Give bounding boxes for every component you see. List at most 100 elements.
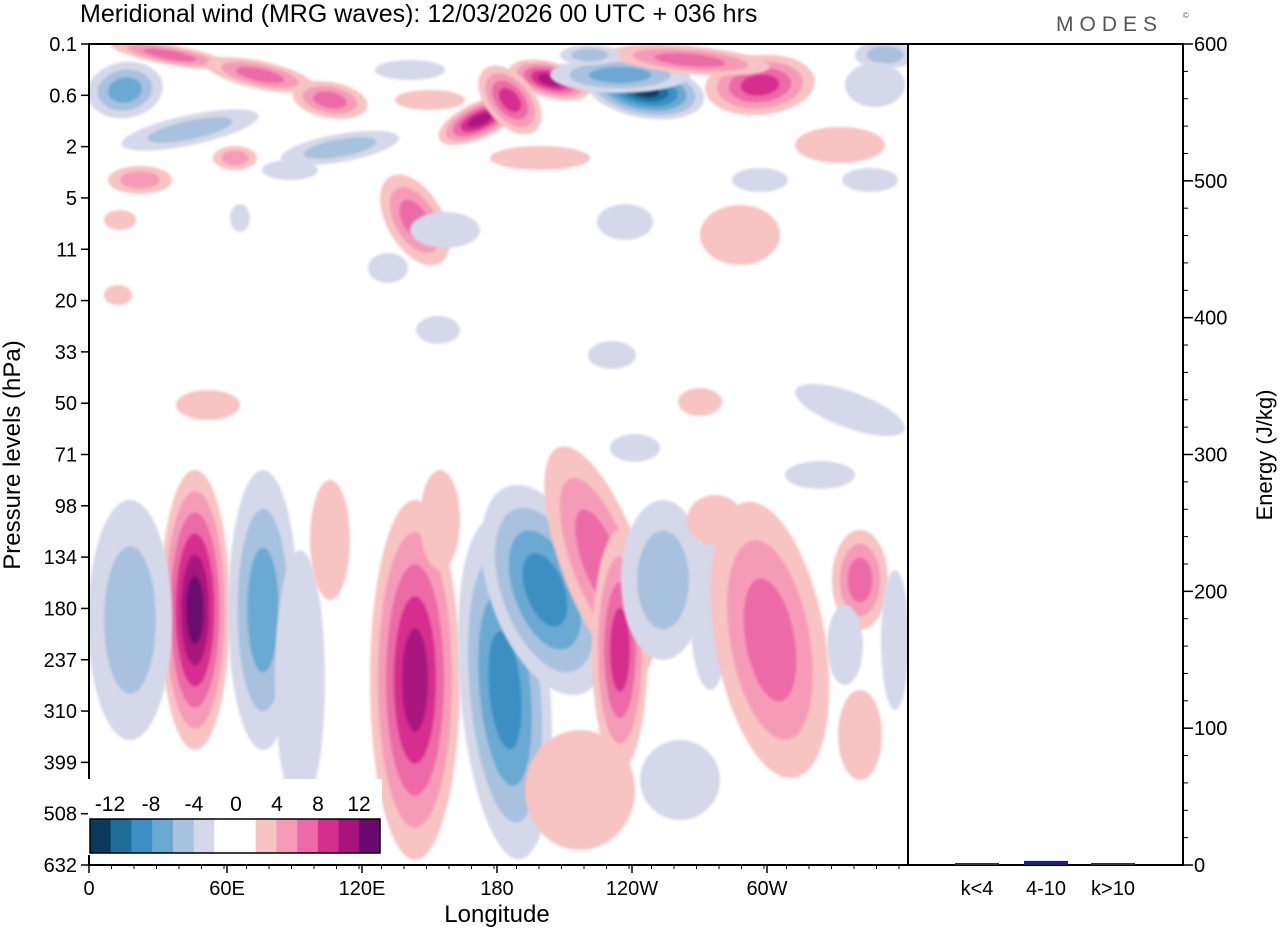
contour-cell <box>610 44 770 76</box>
contour-level <box>597 204 653 240</box>
contour-level <box>375 60 445 80</box>
y-tick-label: 399 <box>44 752 77 774</box>
y-tick-label: 98 <box>55 496 77 518</box>
contour-cell <box>842 168 898 192</box>
contour-level <box>571 48 609 62</box>
colorbar-frame <box>89 818 381 854</box>
contour-level <box>522 553 568 627</box>
contour-level <box>247 547 279 673</box>
contour-level <box>108 77 142 103</box>
energy-bar <box>1024 860 1068 865</box>
contour-level <box>654 53 726 67</box>
colorbar-swatch <box>90 819 112 853</box>
contour-level <box>881 570 908 710</box>
contour-cell <box>395 90 465 110</box>
brand-text: MODES <box>1056 13 1163 36</box>
contour-cell <box>89 500 172 740</box>
contour-level <box>120 171 160 189</box>
energy-bar <box>1091 863 1135 865</box>
contour-level <box>104 546 156 694</box>
contour-level <box>310 480 350 600</box>
contour-field <box>89 44 908 860</box>
colorbar-swatch <box>172 819 195 853</box>
energy-axis-label: Energy (J/kg) <box>1252 390 1277 521</box>
energy-panel-frame <box>907 43 1184 866</box>
contour-cell <box>410 212 480 248</box>
contour-cell <box>525 730 635 850</box>
contour-cell <box>262 160 318 180</box>
colorbar-swatch <box>359 819 381 853</box>
colorbar-swatch <box>338 819 360 853</box>
contour-level <box>490 146 590 170</box>
contour-level <box>610 434 660 462</box>
contour-cell <box>370 500 460 860</box>
contour-level <box>525 730 635 850</box>
contour-level <box>700 205 780 265</box>
x-tick-label: 60E <box>209 878 245 900</box>
colorbar-label: 8 <box>312 793 324 816</box>
contour-level <box>420 470 460 570</box>
energy-tick-label: 100 <box>1194 718 1227 740</box>
y-tick-label: 33 <box>55 342 77 364</box>
contour-level <box>866 46 904 64</box>
contour-level <box>468 112 492 128</box>
contour-cell <box>280 130 400 166</box>
contour-level <box>410 212 480 248</box>
contour-level <box>640 740 720 820</box>
x-tick-label: 0 <box>83 878 94 900</box>
longitude-axis: 0 60E 120E 180 120W 60W <box>83 865 900 900</box>
x-tick-label: 180 <box>480 878 513 900</box>
contour-level <box>221 150 249 166</box>
contour-cell <box>121 109 259 151</box>
colorbar-swatch <box>297 819 319 853</box>
contour-cell <box>597 204 653 240</box>
contour-cell <box>478 65 542 135</box>
contour-level <box>143 48 197 62</box>
contour-level <box>104 285 132 305</box>
energy-tick-label: 500 <box>1194 171 1227 193</box>
colorbar-swatch <box>214 819 236 853</box>
y-axis-label: Pressure levels (hPa) <box>0 340 26 569</box>
contour-cell <box>795 383 905 437</box>
energy-tick-label: 200 <box>1194 581 1227 603</box>
brand-mark: © <box>1183 11 1189 20</box>
contour-cell <box>230 204 250 232</box>
colorbar-swatch <box>152 819 174 853</box>
y-tick-label: 632 <box>44 855 77 877</box>
contour-cell <box>678 388 722 416</box>
energy-bar <box>955 863 999 865</box>
y-tick-label: 71 <box>55 445 77 467</box>
contour-level <box>610 608 630 692</box>
contour-level <box>827 605 863 685</box>
contour-cell <box>104 210 136 230</box>
contour-level <box>395 90 465 110</box>
contour-level <box>368 253 408 283</box>
contour-cell <box>592 530 648 770</box>
energy-tick-label: 600 <box>1194 34 1227 56</box>
contour-cell <box>640 740 720 820</box>
contour-level <box>678 388 722 416</box>
contour-cell <box>795 127 885 163</box>
colorbar-swatch <box>131 819 153 853</box>
contour-cell <box>213 146 257 170</box>
contour-level <box>588 341 636 369</box>
contour-cell <box>176 390 240 420</box>
x-tick-label: 60W <box>746 878 787 900</box>
chart-title: Meridional wind (MRG waves): 12/03/2026 … <box>80 0 757 28</box>
y-tick-label: 0.1 <box>49 34 77 56</box>
contour-level <box>147 117 233 143</box>
contour-level <box>785 461 855 489</box>
colorbar-swatch <box>276 819 298 853</box>
colorbar-swatch <box>193 819 215 853</box>
colorbar-label: 0 <box>230 793 242 816</box>
contour-cell <box>89 61 163 119</box>
energy-category-label: 4-10 <box>1026 878 1066 900</box>
contour-level <box>402 628 428 732</box>
contour-level <box>262 160 318 180</box>
contour-cell <box>610 434 660 462</box>
contour-cell <box>855 44 908 69</box>
contour-cell <box>375 60 445 80</box>
colorbar-label: -4 <box>185 793 204 816</box>
contour-cell <box>838 690 882 780</box>
